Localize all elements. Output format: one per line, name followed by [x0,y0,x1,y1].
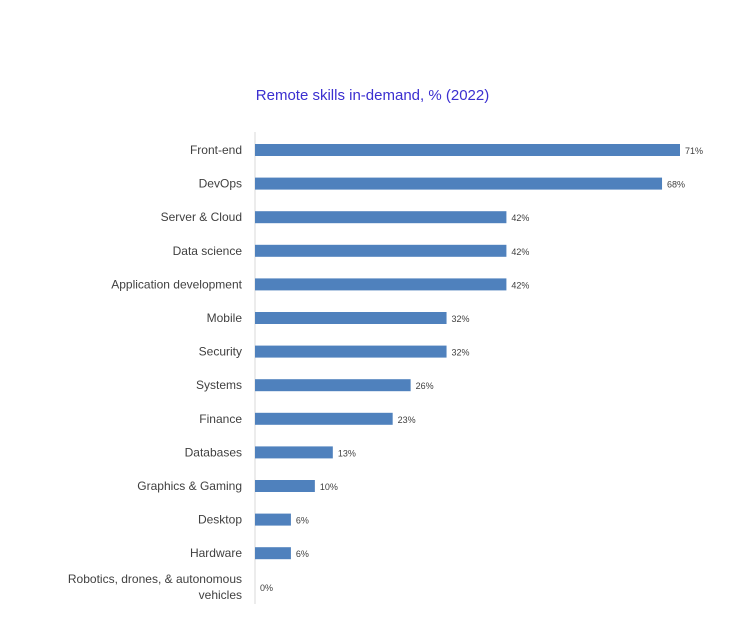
bar [255,547,291,560]
data-label: 71% [685,146,703,156]
category-label: Server & Cloud [161,210,242,224]
data-label: 42% [511,213,529,223]
category-label: Finance [199,412,242,426]
category-label: Robotics, drones, & autonomous vehicles [68,572,242,602]
bar [255,513,291,526]
bar [255,446,333,459]
data-label: 10% [320,482,338,492]
category-label: Systems [196,378,242,392]
data-label: 26% [416,381,434,391]
data-label: 32% [452,348,470,358]
bar [255,480,315,492]
bar [255,244,507,257]
data-label: 42% [511,280,529,290]
data-label: 32% [452,314,470,324]
category-label: Hardware [190,546,242,560]
category-label: Mobile [207,311,243,325]
category-label: Application development [111,277,242,291]
bar [255,211,507,224]
chart-title: Remote skills in-demand, % (2022) [255,87,490,104]
bar [255,278,507,291]
category-label: Desktop [198,513,242,527]
data-label: 42% [511,247,529,257]
data-label: 23% [398,415,416,425]
data-label: 6% [296,549,309,559]
data-label: 68% [667,180,685,190]
bar [255,412,393,425]
bar [255,345,447,358]
data-label: 0% [260,583,273,593]
category-label: Graphics & Gaming [137,479,242,493]
category-label: Databases [185,445,242,459]
bar [255,379,411,392]
bar [255,144,680,156]
category-label: Security [199,345,242,359]
category-label: Data science [173,244,243,258]
bar [255,312,447,324]
category-label: DevOps [199,177,242,191]
category-label: Front-end [190,143,242,157]
data-label: 13% [338,448,356,458]
bar [255,177,663,190]
data-label: 6% [296,516,309,526]
